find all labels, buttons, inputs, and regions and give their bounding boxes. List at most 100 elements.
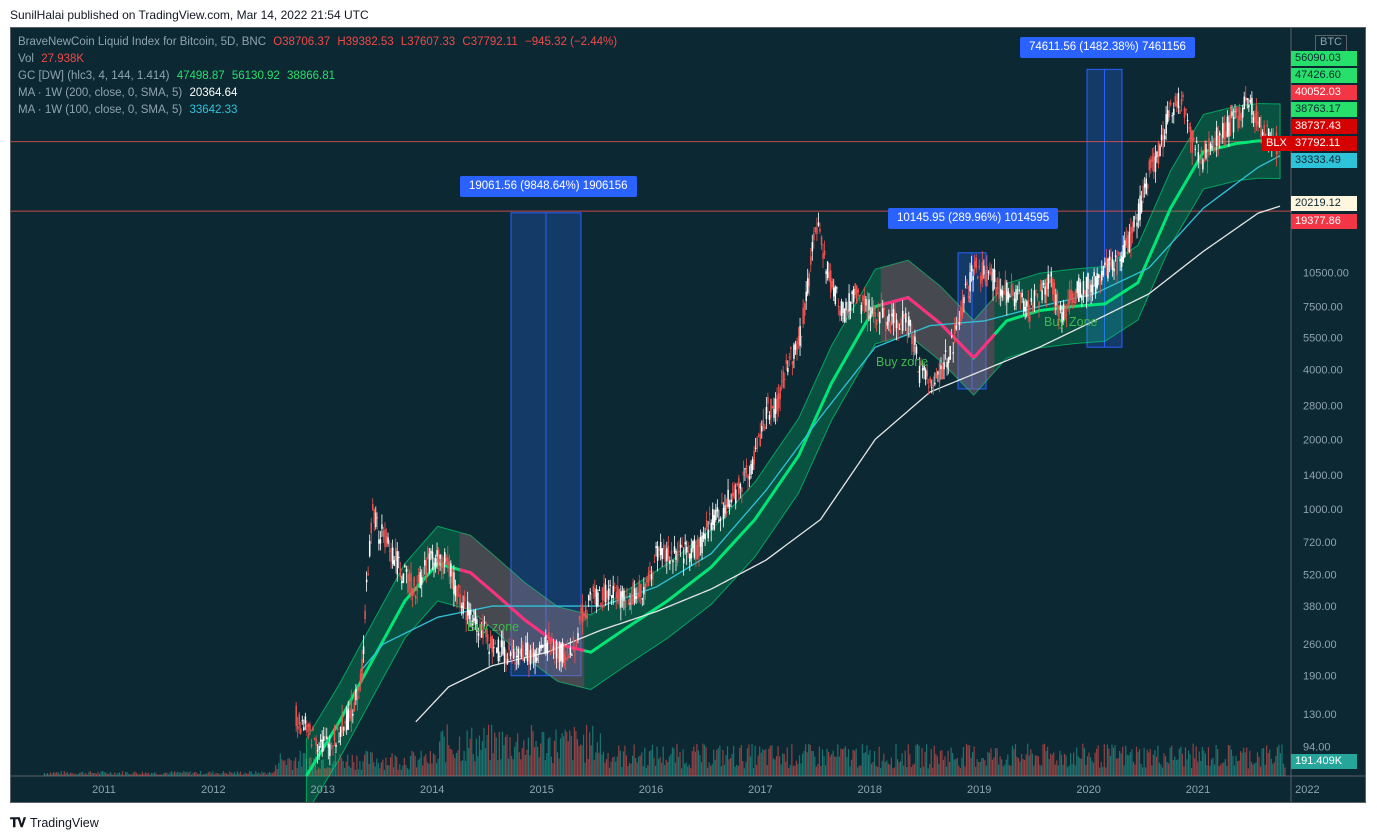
volume-bar	[337, 760, 340, 776]
candle-body	[949, 346, 951, 360]
candle-body	[430, 550, 432, 554]
volume-bar	[589, 732, 591, 776]
volume-bar	[1112, 747, 1115, 776]
candle-body	[522, 645, 524, 660]
volume-bar	[700, 762, 703, 776]
candle-body	[627, 603, 630, 605]
legend-ma200-row[interactable]: MA · 1W (200, close, 0, SMA, 5) 20364.64	[18, 85, 617, 102]
volume-bar	[344, 767, 346, 776]
candle-body	[1024, 306, 1026, 312]
candle-body	[1117, 252, 1120, 255]
candle-body	[450, 563, 452, 577]
candle-body	[1108, 256, 1111, 261]
volume-bar	[1192, 743, 1194, 776]
volume-bar	[1154, 750, 1156, 776]
candle-body	[788, 356, 791, 358]
candle-body	[1084, 291, 1086, 295]
volume-bar	[328, 767, 330, 776]
volume-bar	[247, 773, 249, 776]
measure-callout-2020[interactable]: 74611.56 (1482.38%) 7461156	[1020, 37, 1195, 58]
candle-body	[1166, 110, 1169, 123]
volume-bar	[1017, 758, 1020, 776]
volume-bar	[688, 764, 690, 776]
candle-body	[817, 222, 820, 226]
volume-bar	[779, 756, 781, 776]
legend-symbol-row[interactable]: BraveNewCoin Liquid Index for Bitcoin, 5…	[18, 34, 617, 51]
candle-body	[332, 745, 334, 747]
measure-callout-2019[interactable]: 10145.95 (289.96%) 1014595	[888, 208, 1059, 229]
volume-bar	[1039, 764, 1041, 776]
candle-body	[1231, 111, 1233, 116]
candle-body	[1018, 289, 1020, 292]
chart-canvas[interactable]: 10500.007500.005500.004000.002800.002000…	[11, 28, 1365, 802]
volume-bar	[322, 759, 324, 776]
candle-body	[845, 301, 847, 311]
candle-body	[1131, 227, 1134, 234]
candle-body	[404, 565, 406, 568]
volume-bar	[656, 746, 658, 776]
candle-body	[347, 708, 350, 730]
candle-body	[1159, 145, 1161, 157]
volume-bar	[723, 764, 726, 776]
volume-bar	[893, 767, 896, 776]
volume-bar	[858, 765, 860, 776]
volume-bar	[397, 769, 399, 776]
candle-body	[1035, 289, 1037, 291]
candle-body	[537, 653, 539, 655]
volume-bar	[857, 767, 859, 776]
volume-bar	[552, 763, 554, 776]
candle-body	[496, 647, 498, 653]
volume-bar	[183, 770, 185, 776]
candle-body	[456, 587, 458, 604]
candle-body	[820, 236, 823, 246]
volume-bar	[785, 761, 787, 776]
candle-body	[587, 595, 590, 601]
volume-bar	[1054, 764, 1056, 776]
candle-body	[361, 658, 363, 679]
legend-vol-row[interactable]: Vol 27.938K	[18, 51, 617, 68]
volume-bar	[480, 749, 482, 776]
legend-ma100-row[interactable]: MA · 1W (100, close, 0, SMA, 5) 33642.33	[18, 102, 617, 119]
volume-bar	[982, 758, 984, 776]
volume-bar	[838, 756, 840, 776]
volume-bar	[362, 761, 364, 776]
volume-bar	[936, 756, 938, 776]
candle-body	[1261, 132, 1264, 136]
volume-bar	[707, 767, 709, 776]
x-tick-label: 2015	[529, 784, 553, 796]
footer-brand[interactable]: 𝐓𝐕 TradingView	[10, 815, 99, 831]
legend-gc-row[interactable]: GC [DW] (hlc3, 4, 144, 1.414) 47498.87 5…	[18, 68, 617, 85]
chart-frame[interactable]: 10500.00 7500.00 5500.00 4000.00 2800.00 2000…	[10, 27, 1366, 803]
candle-body	[989, 267, 991, 275]
candle-body	[342, 726, 345, 731]
volume-bar	[330, 767, 332, 776]
volume-bar	[1195, 746, 1197, 776]
volume-bar	[939, 750, 942, 776]
candle-body	[476, 619, 478, 632]
volume-bar	[877, 766, 879, 776]
candle-body	[862, 295, 864, 302]
legend-ma200-value: 20364.64	[189, 87, 238, 99]
candle-body	[981, 262, 984, 280]
volume-bar	[121, 771, 124, 776]
candle-body	[545, 634, 547, 653]
candle-body	[684, 542, 686, 545]
volume-bar	[864, 752, 866, 776]
volume-bar	[913, 763, 915, 776]
volume-bar	[691, 751, 693, 776]
volume-bar	[288, 758, 291, 776]
candle-body	[1134, 217, 1137, 219]
volume-bar	[108, 773, 110, 776]
volume-bar	[1020, 753, 1023, 776]
candle-body	[460, 605, 463, 609]
volume-bar	[209, 771, 211, 776]
volume-bar	[154, 771, 156, 776]
candle-body	[924, 369, 927, 380]
candle-body	[1249, 99, 1252, 103]
candle-body	[401, 580, 403, 584]
volume-bar	[175, 772, 177, 776]
measure-callout-2015[interactable]: 19061.56 (9848.64%) 1906156	[460, 176, 637, 197]
legend-vol-label: Vol	[18, 53, 34, 65]
y-tick-label: 2000.00	[1303, 434, 1343, 446]
candle-body	[502, 640, 504, 655]
